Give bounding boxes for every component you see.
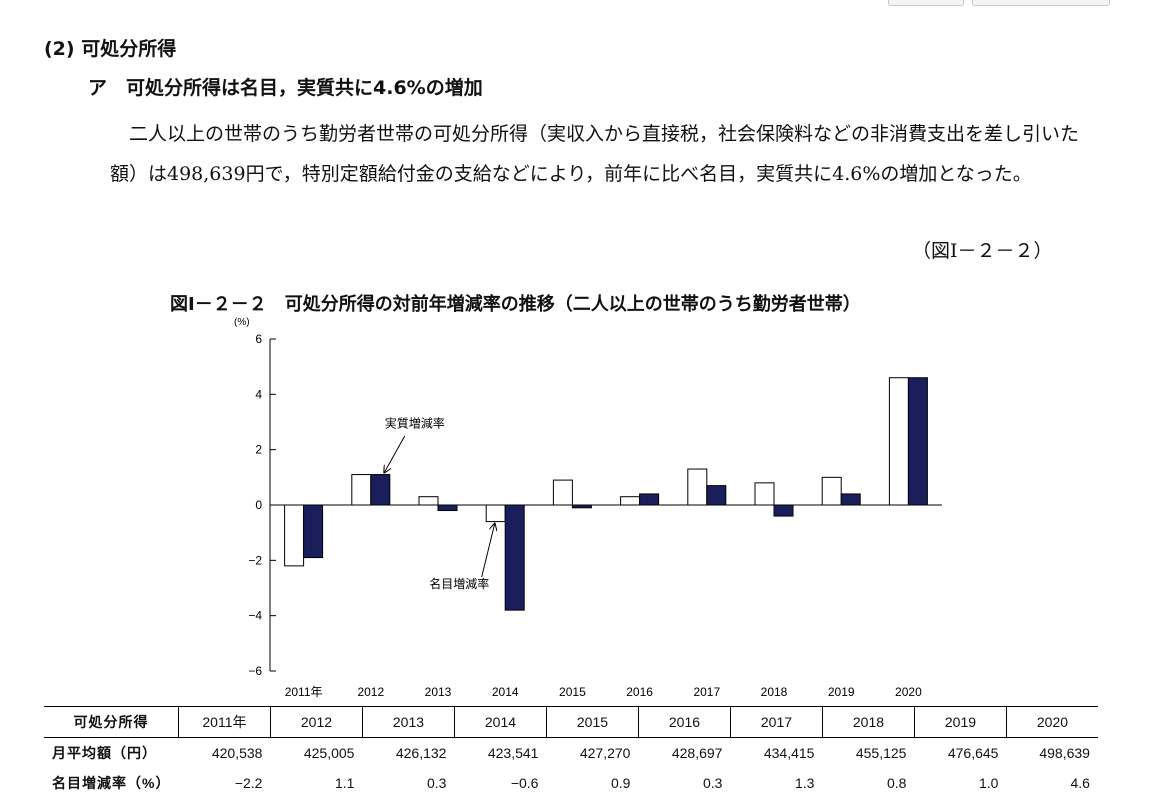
y-tick-label: 0 (255, 498, 262, 512)
y-tick-label: −6 (248, 664, 262, 678)
annotation-arrow (384, 435, 406, 473)
table-cell: 4.6 (1070, 775, 1090, 791)
annotation-arrow (481, 524, 495, 578)
x-tick-label: 2011年 (285, 685, 323, 699)
table-cell: −0.6 (510, 775, 539, 791)
nominal-bar (687, 468, 708, 506)
body-text: 二人以上の世帯のうち勤労者世帯の可処分所得（実収入から直接税，社会保険料などの非… (110, 123, 1080, 185)
y-tick-label: 2 (255, 443, 262, 457)
table-header-year: 2015 (545, 706, 639, 738)
table-cell: −2.2 (234, 775, 263, 791)
figure-title: 図Ⅰ－２－２ 可処分所得の対前年増減率の推移（二人以上の世帯のうち勤労者世帯） (170, 294, 861, 315)
table-cell: 434,415 (763, 745, 815, 761)
table-header-year: 2013 (361, 706, 455, 738)
table-header-row: 可処分所得 2011年 2012 2013 2014 2015 2016 2017 2018 2… (44, 706, 1098, 738)
real-bar (639, 493, 660, 506)
real-bar (303, 504, 324, 559)
x-tick-label: 2020 (895, 685, 922, 699)
nominal-bar (620, 496, 641, 506)
real-bar (437, 504, 458, 512)
table-cell: 428,697 (671, 745, 723, 761)
table-header-year: 2019 (913, 706, 1007, 738)
y-tick-label: −4 (248, 609, 262, 623)
row-label: 月平均額（円） (52, 745, 157, 761)
table-cell: 498,639 (1039, 745, 1090, 761)
table-row: 名目増減率（%） −2.2 1.1 0.3 −0.6 0.9 0.3 1.3 0.8 1.0 4.… (44, 768, 1098, 798)
real-bar (773, 504, 794, 517)
table-header-label: 可処分所得 (44, 706, 179, 738)
y-tick-label: 6 (255, 332, 262, 346)
nominal-bar (284, 504, 305, 567)
x-tick-label: 2017 (693, 685, 720, 699)
body-paragraph: 二人以上の世帯のうち勤労者世帯の可処分所得（実収入から直接税，社会保険料などの非… (110, 114, 1095, 194)
table-cell: 455,125 (855, 745, 907, 761)
table-header-year: 2012 (269, 706, 363, 738)
table-cell: 0.9 (610, 775, 631, 791)
annotation-label: 実質増減率 (385, 416, 445, 431)
nominal-bar (418, 496, 439, 506)
annotation-label: 名目増減率 (429, 576, 489, 591)
top-button-left[interactable] (888, 0, 964, 6)
nominal-bar (485, 504, 506, 523)
y-axis-label: (%) (234, 317, 250, 328)
table-header-year: 2014 (453, 706, 547, 738)
table-cell: 425,005 (303, 745, 355, 761)
table-row: 月平均額（円） 420,538 425,005 426,132 423,541 427,… (44, 738, 1098, 769)
top-button-right[interactable] (972, 0, 1110, 6)
nominal-bar (351, 474, 372, 506)
table-header-year: 2018 (821, 706, 915, 738)
table-cell: 423,541 (487, 745, 539, 761)
real-bar (504, 504, 525, 611)
table-header-year: 2020 (1005, 706, 1098, 738)
real-bar (840, 493, 861, 506)
subheading: ア 可処分所得は名目，実質共に4.6%の増加 (88, 77, 483, 99)
real-bar (907, 377, 928, 506)
table-cell: 476,645 (947, 745, 999, 761)
table-cell: 0.8 (886, 775, 907, 791)
x-tick-label: 2018 (761, 685, 788, 699)
section-heading: (2) 可処分所得 (44, 38, 177, 60)
x-tick-label: 2015 (559, 685, 586, 699)
table-header-year: 2017 (729, 706, 823, 738)
figure-reference: （図Ⅰ－２－２） (912, 240, 1053, 262)
nominal-bar (552, 479, 573, 506)
x-tick-label: 2016 (626, 685, 653, 699)
y-tick-label: 4 (255, 387, 262, 401)
data-table: 可処分所得 2011年 2012 2013 2014 2015 2016 2017 2018 2… (44, 706, 1098, 798)
table-cell: 0.3 (426, 775, 447, 791)
real-bar (571, 504, 592, 509)
nominal-bar (754, 482, 775, 506)
table-cell: 1.1 (334, 775, 355, 791)
row-label: 名目増減率（%） (52, 775, 171, 791)
x-tick-label: 2014 (492, 685, 519, 699)
table-cell: 420,538 (211, 745, 263, 761)
y-tick-label: −2 (248, 553, 262, 567)
real-bar (370, 474, 391, 506)
table-cell: 1.0 (978, 775, 999, 791)
table-cell: 426,132 (395, 745, 447, 761)
x-tick-label: 2019 (828, 685, 855, 699)
table-cell: 0.3 (702, 775, 723, 791)
table-cell: 427,270 (579, 745, 631, 761)
table-header-year: 2011年 (177, 706, 271, 738)
table-cell: 1.3 (794, 775, 815, 791)
table-header-year: 2016 (637, 706, 731, 738)
real-bar (706, 485, 727, 506)
x-tick-label: 2013 (425, 685, 452, 699)
nominal-bar (821, 476, 842, 506)
nominal-bar (888, 377, 909, 506)
x-tick-label: 2012 (357, 685, 384, 699)
